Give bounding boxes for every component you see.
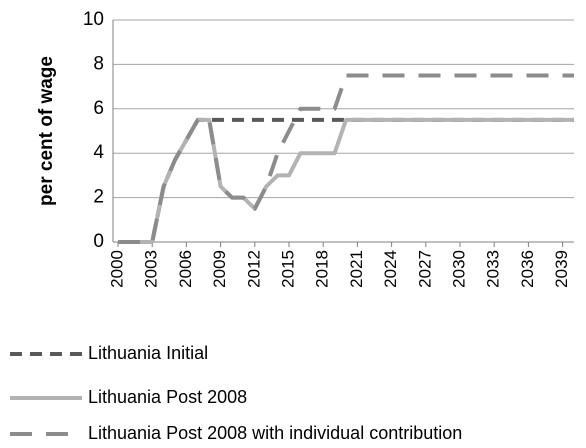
x-tick-label: 2027 (415, 250, 434, 288)
y-tick-label: 10 (83, 9, 104, 30)
x-tick-label: 2000 (107, 250, 126, 288)
x-tick-label: 2009 (210, 250, 229, 288)
x-tick-label: 2039 (552, 250, 571, 288)
x-tick-label: 2030 (449, 250, 468, 288)
y-tick-label: 8 (93, 53, 104, 74)
x-tick-label: 2033 (484, 250, 503, 288)
x-tick-label: 2036 (518, 250, 537, 288)
y-tick-label: 0 (93, 231, 104, 252)
legend-label: Lithuania Post 2008 with individual cont… (88, 423, 462, 443)
y-tick-label: 2 (93, 187, 104, 208)
x-tick-label: 2015 (278, 250, 297, 288)
x-tick-label: 2021 (347, 250, 366, 288)
y-tick-label: 4 (93, 142, 104, 163)
series-line (118, 73, 574, 244)
x-tick-label: 2003 (142, 250, 161, 288)
x-tick-label: 2024 (381, 250, 400, 288)
y-axis-label: per cent of wage (36, 56, 57, 206)
x-tick-label: 2018 (313, 250, 332, 288)
legend-label: Lithuania Post 2008 (88, 387, 247, 407)
x-tick-label: 2012 (244, 250, 263, 288)
x-tick-label: 2006 (176, 250, 195, 288)
y-tick-label: 6 (93, 98, 104, 119)
legend-label: Lithuania Initial (88, 343, 208, 363)
